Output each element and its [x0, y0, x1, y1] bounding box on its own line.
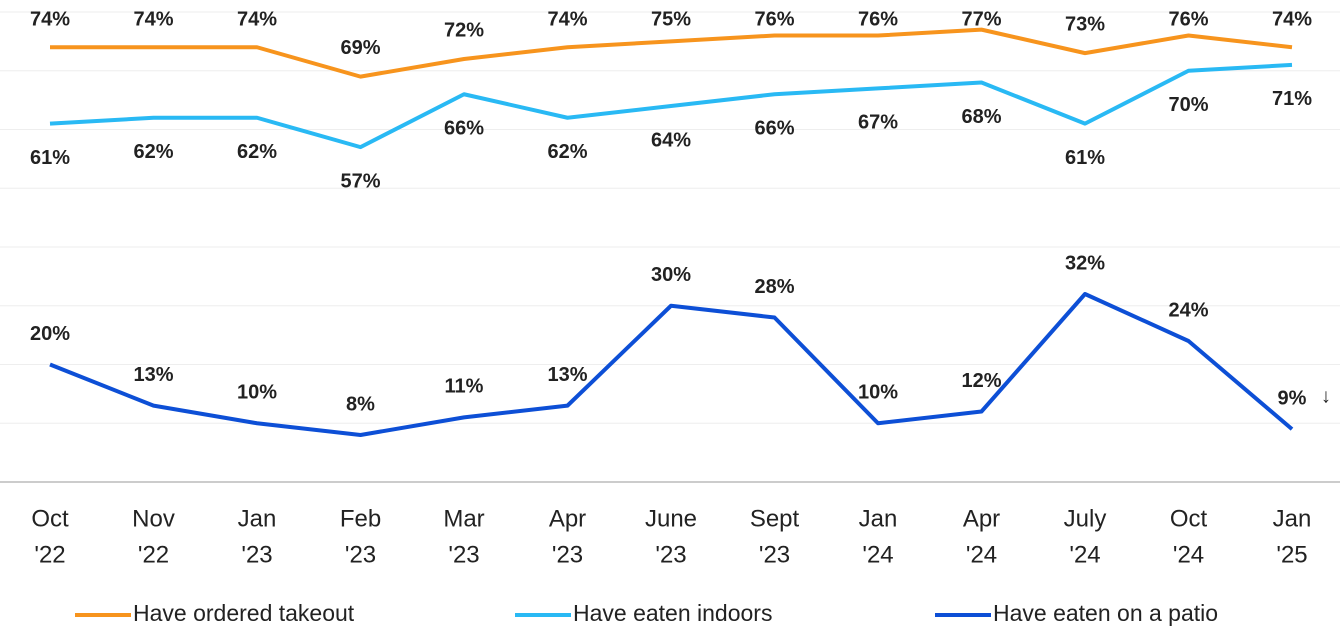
data-label: 75%: [651, 8, 691, 30]
x-tick-label: Sept: [750, 505, 800, 532]
data-label: 8%: [346, 393, 375, 415]
data-label: 28%: [754, 276, 794, 298]
data-label: 72%: [444, 19, 484, 41]
x-tick-label: '24: [1173, 541, 1204, 568]
x-tick-label: Oct: [31, 505, 69, 532]
data-label: 10%: [858, 382, 898, 404]
x-tick-label: June: [645, 505, 697, 532]
legend-label: Have eaten indoors: [573, 600, 772, 626]
x-tick-label: '24: [966, 541, 997, 568]
data-label: 10%: [237, 382, 277, 404]
data-label: 61%: [30, 147, 70, 169]
data-label: 74%: [237, 8, 277, 30]
data-label: 76%: [754, 8, 794, 30]
data-label: 67%: [858, 112, 898, 134]
data-label: 20%: [30, 323, 70, 345]
data-label: 57%: [340, 170, 380, 192]
x-tick-label: Jan: [859, 505, 898, 532]
data-label: 9%: [1278, 387, 1307, 409]
data-label: 76%: [858, 8, 898, 30]
data-label: 62%: [237, 141, 277, 163]
data-label: 62%: [133, 141, 173, 163]
x-tick-label: Jan: [238, 505, 277, 532]
data-label: 69%: [340, 37, 380, 59]
data-label: 74%: [547, 8, 587, 30]
data-label: 77%: [961, 8, 1001, 30]
x-tick-label: '23: [759, 541, 790, 568]
data-label: 73%: [1065, 13, 1105, 35]
x-tick-label: Mar: [443, 505, 484, 532]
legend-label: Have eaten on a patio: [993, 600, 1218, 626]
x-tick-label: '22: [138, 541, 169, 568]
data-label: 24%: [1168, 299, 1208, 321]
x-tick-label: '23: [655, 541, 686, 568]
data-label: 11%: [445, 376, 484, 398]
x-tick-label: '23: [448, 541, 479, 568]
data-label: 70%: [1168, 94, 1208, 116]
x-tick-label: '25: [1276, 541, 1307, 568]
data-label: 12%: [961, 370, 1001, 392]
data-label: 74%: [133, 8, 173, 30]
data-label: 68%: [961, 106, 1001, 128]
x-tick-label: '23: [241, 541, 272, 568]
x-tick-label: '23: [345, 541, 376, 568]
data-label: 62%: [547, 141, 587, 163]
x-tick-label: '23: [552, 541, 583, 568]
line: [50, 27, 1293, 79]
x-tick-label: '24: [1069, 541, 1100, 568]
data-label: 74%: [1272, 8, 1312, 30]
data-label: 66%: [444, 118, 484, 140]
data-label: 66%: [754, 118, 794, 140]
line: [49, 292, 1294, 437]
line: [49, 62, 1293, 150]
x-tick-label: Apr: [549, 505, 586, 532]
data-label: 13%: [133, 364, 173, 386]
x-tick-label: Apr: [963, 505, 1000, 532]
x-tick-label: Nov: [132, 505, 175, 532]
data-label: 30%: [651, 264, 691, 286]
annotation: ↓: [1321, 385, 1331, 407]
legend-label: Have ordered takeout: [133, 600, 355, 626]
data-label: 74%: [30, 8, 70, 30]
x-tick-label: Oct: [1170, 505, 1208, 532]
data-label: 71%: [1272, 88, 1312, 110]
data-label: 76%: [1168, 8, 1208, 30]
data-label: 61%: [1065, 147, 1105, 169]
x-tick-label: '22: [34, 541, 65, 568]
x-tick-label: July: [1064, 505, 1107, 532]
x-tick-label: '24: [862, 541, 893, 568]
data-label: 13%: [547, 364, 587, 386]
data-label: 64%: [651, 129, 691, 151]
x-tick-label: Feb: [340, 505, 381, 532]
data-label: 32%: [1065, 252, 1105, 274]
x-tick-label: Jan: [1273, 505, 1312, 532]
